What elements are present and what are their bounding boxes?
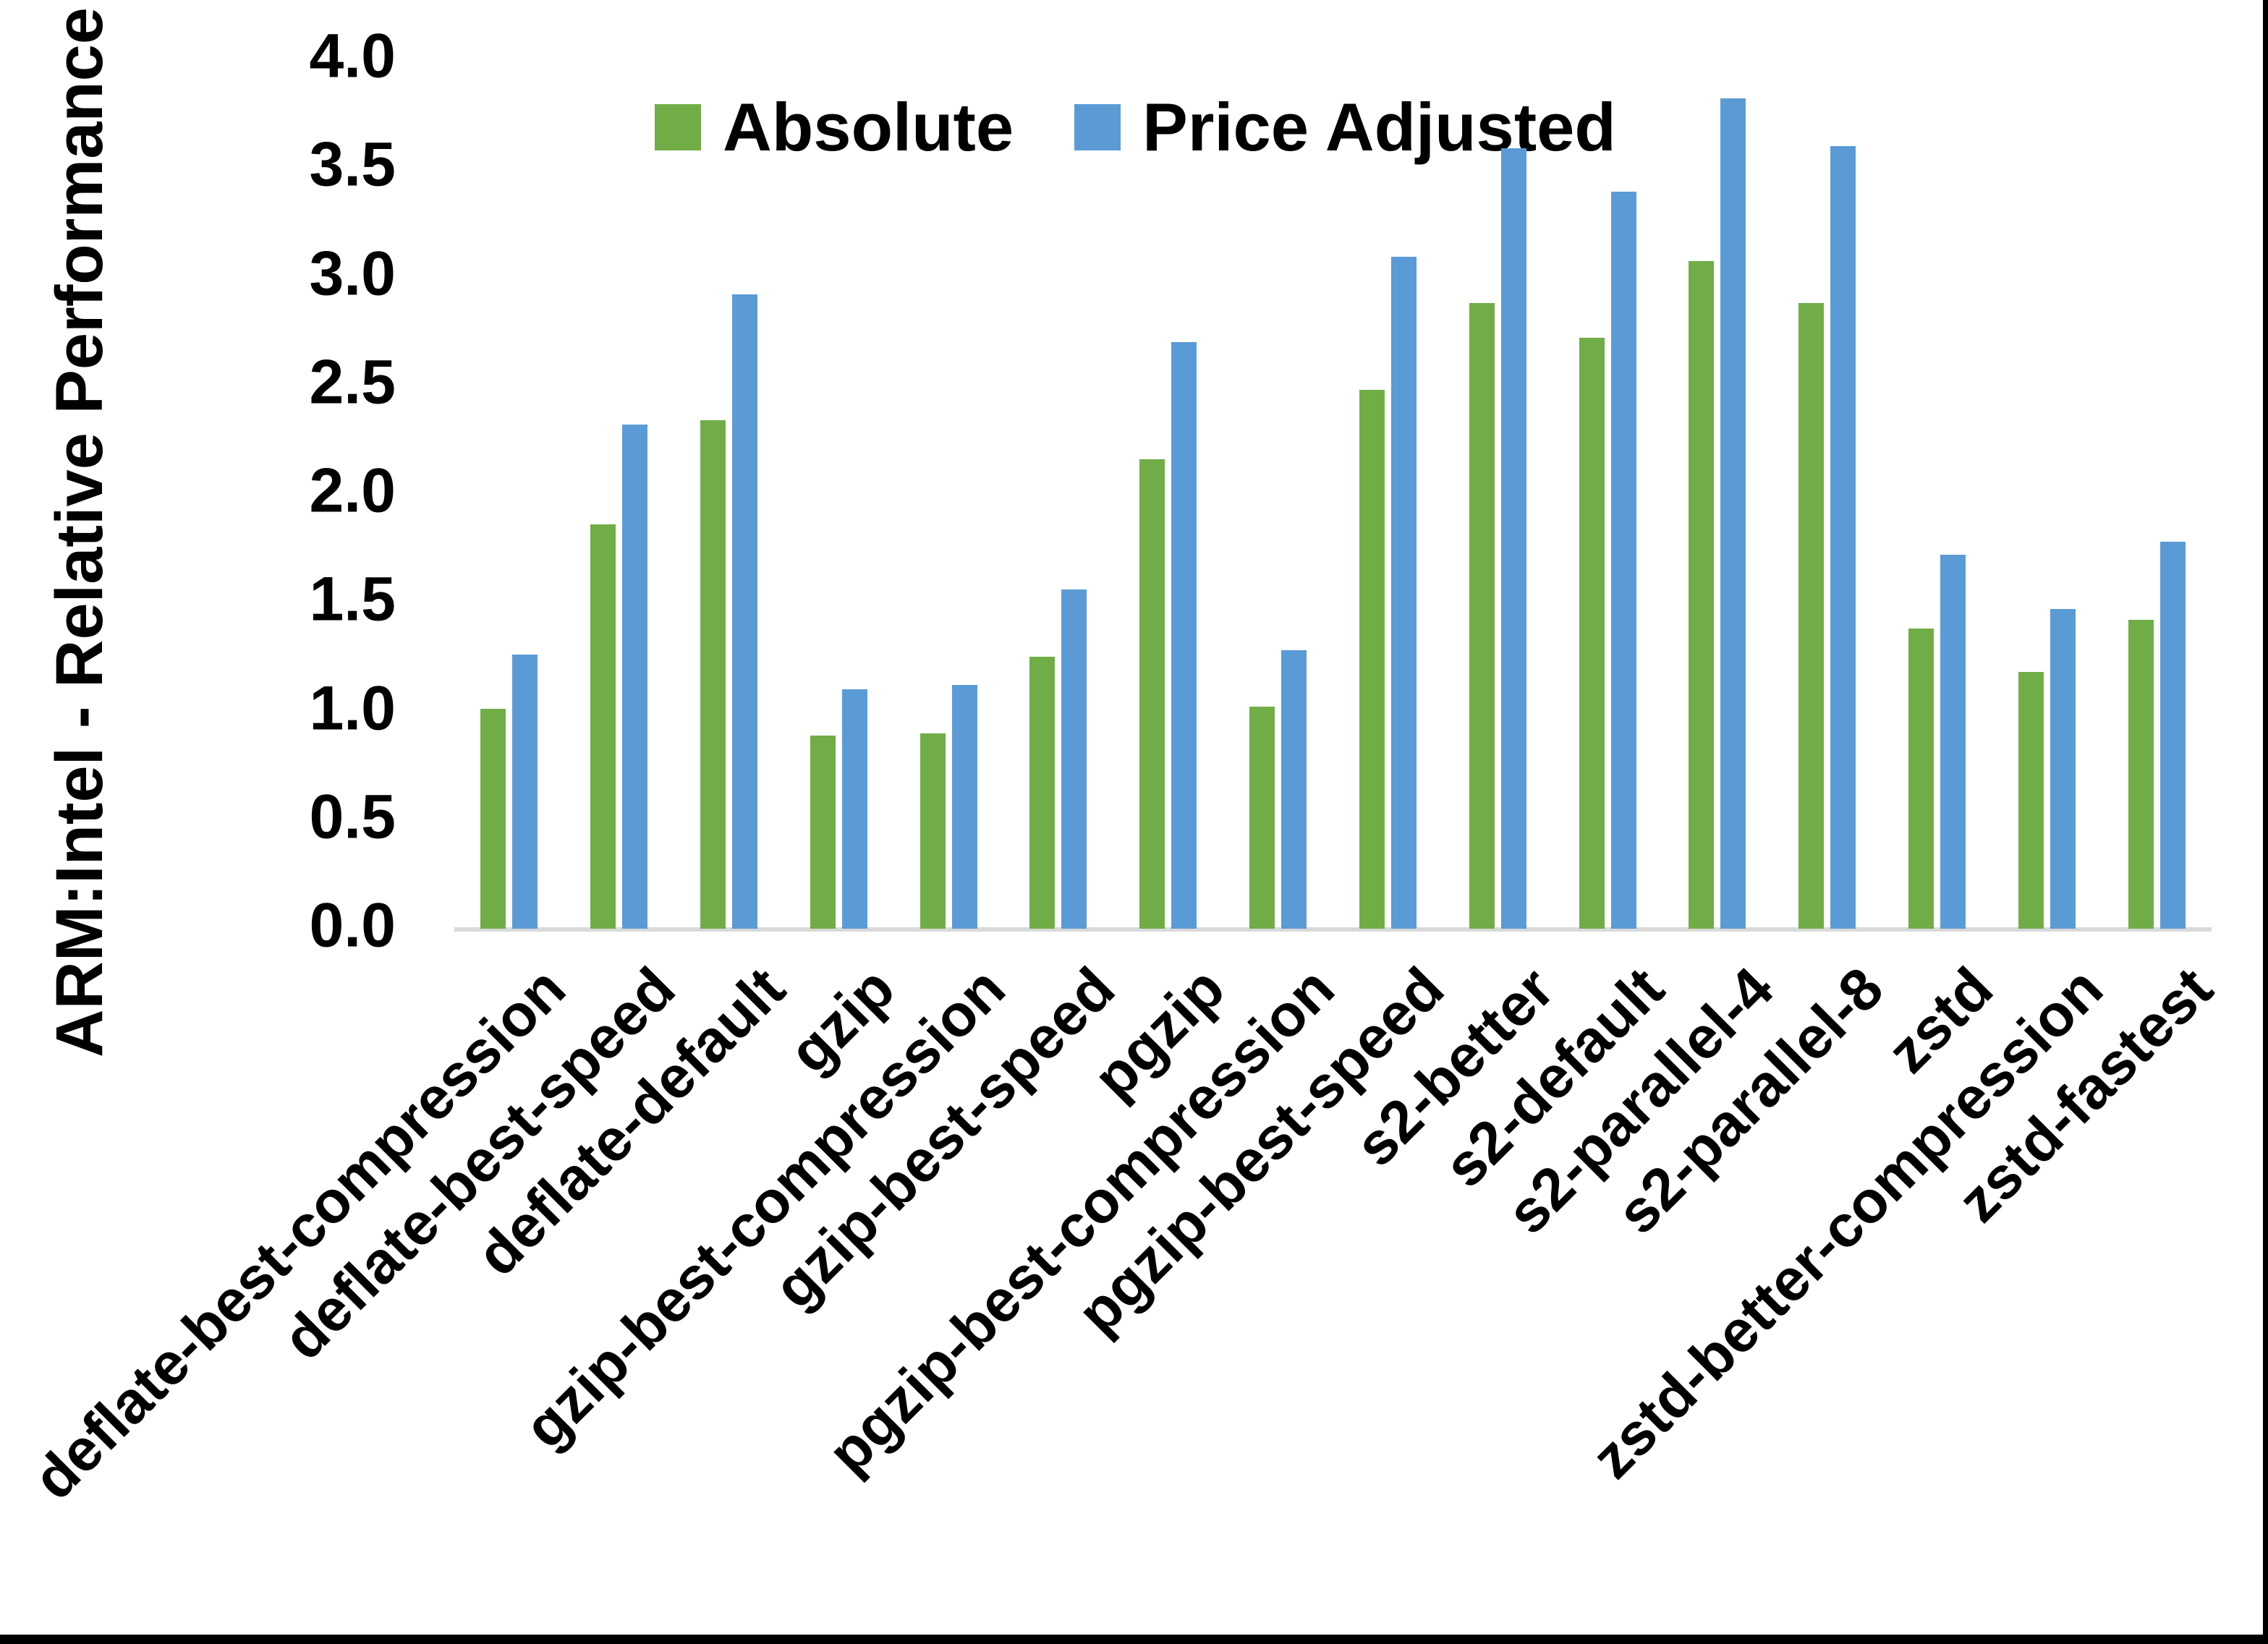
window-border-right-icon <box>2263 0 2268 1644</box>
bar-absolute <box>920 733 946 929</box>
y-tick-label: 3.0 <box>309 239 396 309</box>
bar-price-adjusted <box>1940 555 1966 929</box>
x-axis-line <box>454 927 2212 932</box>
bar-price-adjusted <box>2160 542 2186 929</box>
y-tick-label: 1.5 <box>309 564 396 634</box>
bar-absolute <box>1469 303 1495 929</box>
y-tick-label: 1.0 <box>309 673 396 744</box>
bar-price-adjusted <box>1171 342 1197 929</box>
bar-absolute <box>1579 338 1605 929</box>
bar-price-adjusted <box>622 425 647 929</box>
bar-absolute <box>590 524 616 929</box>
window-border-bottom-icon <box>0 1635 2268 1644</box>
bar-absolute <box>1359 390 1385 929</box>
y-axis-title: ARM:Intel - Relative Performance <box>43 7 116 1057</box>
bar-price-adjusted <box>1720 98 1746 929</box>
bar-price-adjusted <box>1611 192 1636 929</box>
legend-label: Price Adjusted <box>1142 89 1616 165</box>
bar-price-adjusted <box>952 685 977 929</box>
bar-price-adjusted <box>1501 148 1526 929</box>
bar-absolute <box>1908 629 1934 929</box>
bar-price-adjusted <box>732 294 757 929</box>
y-tick-label: 4.0 <box>309 21 396 91</box>
legend-item: Absolute <box>655 88 1014 166</box>
bar-absolute <box>2128 620 2154 929</box>
y-tick-label: 0.5 <box>309 782 396 852</box>
y-tick-label: 3.5 <box>309 129 396 200</box>
bar-absolute <box>700 420 726 929</box>
bar-absolute <box>1139 459 1165 929</box>
bar-price-adjusted <box>512 655 538 929</box>
bar-absolute <box>1689 261 1714 929</box>
legend: Absolute Price Adjusted <box>655 88 1616 166</box>
legend-label: Absolute <box>723 89 1014 165</box>
bar-price-adjusted <box>1281 650 1307 929</box>
bar-price-adjusted <box>1391 257 1417 929</box>
legend-swatch-icon <box>1074 104 1121 150</box>
y-tick-label: 2.0 <box>309 456 396 526</box>
bar-price-adjusted <box>842 689 867 929</box>
legend-swatch-icon <box>655 104 701 150</box>
bar-absolute <box>1029 657 1055 929</box>
legend-item: Price Adjusted <box>1074 88 1616 166</box>
bar-absolute <box>2018 672 2044 929</box>
bar-absolute <box>1249 707 1275 929</box>
bar-absolute <box>810 736 836 929</box>
y-tick-label: 2.5 <box>309 347 396 417</box>
bar-price-adjusted <box>2050 609 2076 929</box>
bar-price-adjusted <box>1061 589 1087 929</box>
y-tick-label: 0.0 <box>309 890 396 961</box>
bar-absolute <box>480 709 506 929</box>
bar-absolute <box>1798 303 1824 929</box>
bar-price-adjusted <box>1830 146 1856 929</box>
